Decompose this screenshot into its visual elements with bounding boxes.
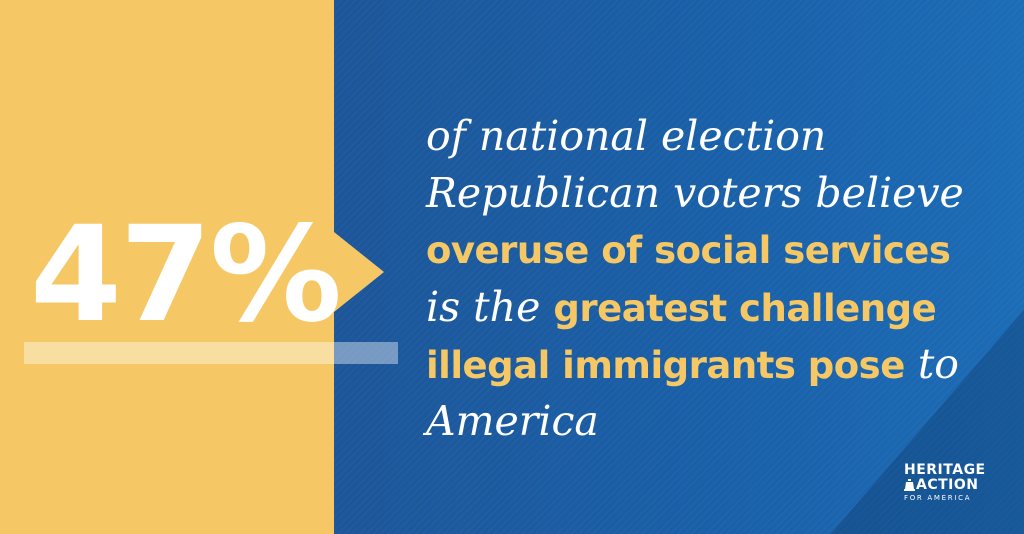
statement-line-3: overuse of social services [426,222,1016,279]
statement-serif-text: America [426,397,599,445]
stat-percentage: 47% [30,198,342,352]
statement-highlight-text: illegal immigrants pose [426,344,905,387]
statement-line-2: Republican voters believe [426,165,1016,222]
statement-serif-text: is the [426,283,554,331]
liberty-bell-icon [904,478,915,492]
statement-line-1: of national election [426,108,1016,165]
stat-underline-bar [24,342,398,364]
logo-line-3: FOR AMERICA [904,494,972,502]
logo-line-2: ACTION [916,477,979,493]
statement-line-6: America [426,393,1016,450]
statement-line-5: illegal immigrants pose to [426,336,1016,393]
yellow-background-panel [0,0,334,534]
statement-serif-text: of national election [426,112,827,160]
logo-line-2-row: ACTION [904,478,986,492]
statement-highlight-text: greatest challenge [553,287,937,330]
blue-background-panel [334,0,1024,534]
statement-line-4: is the greatest challenge [426,279,1016,336]
statement-serif-text: Republican voters believe [426,169,964,217]
heritage-action-logo: HERITAGE ACTION FOR AMERICA [904,463,986,502]
pointer-arrow [334,232,384,312]
logo-line-1: HERITAGE [904,462,986,478]
statement-serif-text: to [904,340,959,388]
statement-highlight-text: overuse of social services [426,229,951,272]
statement-text: of national election Republican voters b… [426,108,1016,450]
